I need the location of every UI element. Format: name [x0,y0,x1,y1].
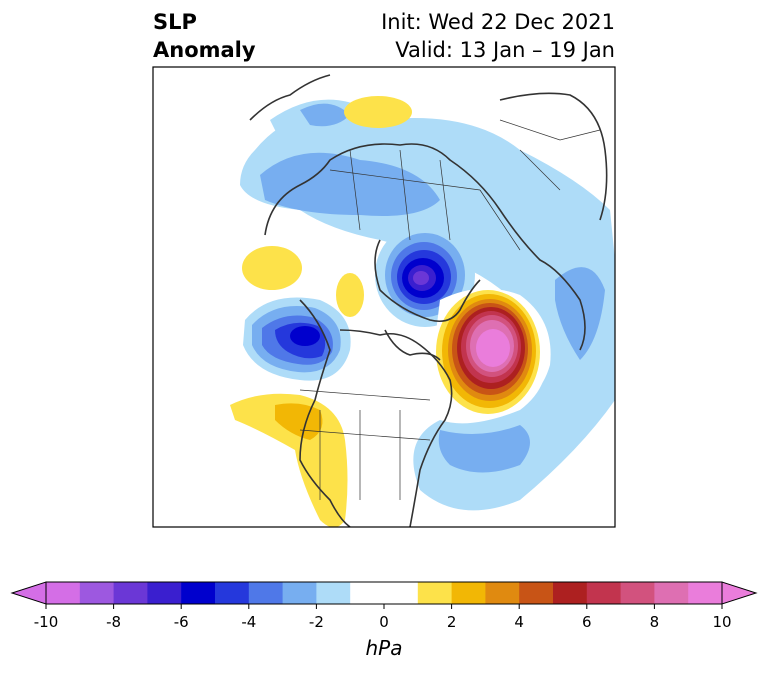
colorbar-tick-label: 6 [582,613,592,631]
colorbar-segment [113,582,148,604]
colorbar-segment [147,582,182,604]
colorbar-tick-label: 8 [650,613,660,631]
colorbar-segment [215,582,250,604]
positive-anomaly-north-atlantic [435,288,551,414]
colorbar-segment [181,582,216,604]
colorbar-segment [620,582,655,604]
negative-anomaly-eurasia [240,99,615,511]
colorbar-unit-label: hPa [365,636,403,660]
colorbar-segment [248,582,284,604]
colorbar-segment [350,582,385,604]
map-title: SLP Anomaly [153,8,256,64]
colorbar-extend-max [721,581,758,605]
colorbar-segment [654,582,689,604]
colorbar-segment [282,582,317,604]
colorbar-segment [316,582,351,604]
colorbar-tick-label: -10 [34,613,59,631]
colorbar-segment [485,582,520,604]
map-date-info: Init: Wed 22 Dec 2021 Valid: 13 Jan – 19… [381,8,615,64]
colorbar-segment [553,582,588,604]
positive-anomaly-pacific [242,246,364,317]
colorbar-segment [586,582,622,604]
colorbar-tick-label: 2 [447,613,457,631]
colorbar-tick-label: 4 [514,613,524,631]
colorbar-segment [519,582,554,604]
colorbar-tick-label: 10 [712,613,731,631]
colorbar-segment [46,582,81,604]
colorbar-tick-label: 0 [379,613,389,631]
colorbar-tick-label: -8 [106,613,121,631]
colorbar-tick-label: -4 [241,613,256,631]
colorbar-extend-min [10,581,47,605]
colorbar-ticks: -10 -8 -6 -4 -2 0 2 4 6 8 10 [34,604,732,631]
valid-range: Valid: 13 Jan – 19 Jan [395,38,615,62]
title-variable: SLP [153,10,197,34]
map-frame [152,66,616,528]
colorbar-tick-label: -6 [174,613,189,631]
init-date: Init: Wed 22 Dec 2021 [381,10,615,34]
colorbar-segments [10,581,758,605]
colorbar-segment [417,582,453,604]
colorbar-segment [451,582,486,604]
title-field: Anomaly [153,38,256,62]
negative-anomaly-gulf-of-alaska [243,297,351,381]
coastlines [249,74,608,527]
colorbar-segment [79,582,115,604]
colorbar-segment [384,582,419,604]
colorbar-segment [688,582,723,604]
positive-anomaly-arctic-russia [344,96,412,128]
negative-anomaly-northeast-asia [375,223,475,327]
colorbar-tick-label: -2 [309,613,324,631]
country-borders [299,119,601,500]
